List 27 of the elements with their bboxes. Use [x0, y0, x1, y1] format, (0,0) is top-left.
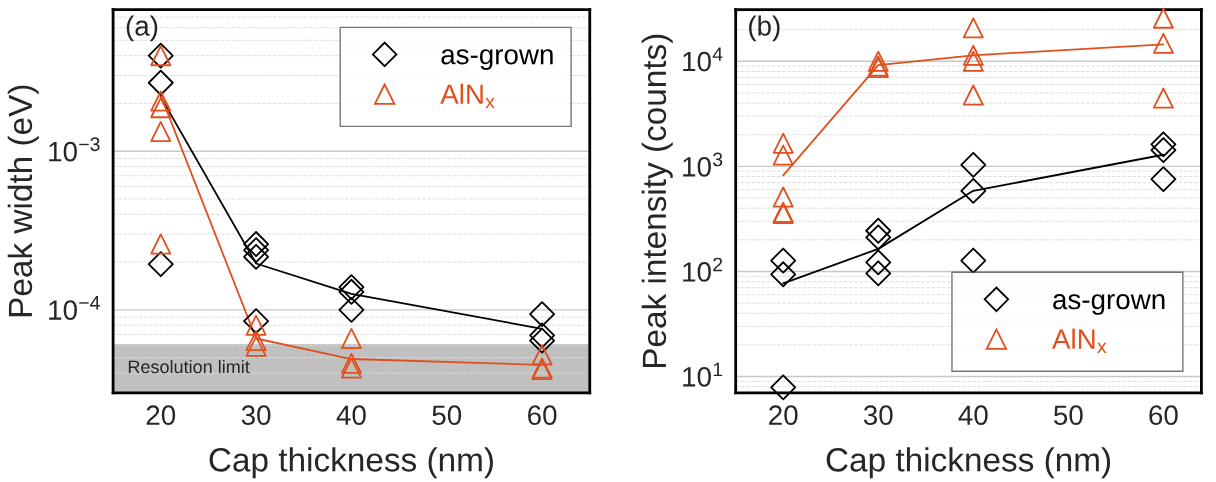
y-axis-title: Peak width (eV): [7, 85, 39, 317]
band-label: Resolution limit: [128, 359, 250, 374]
y-tick-label: 10$^{1}$: [683, 362, 723, 387]
y-tick-label: 10$^{3}$: [683, 152, 723, 177]
x-tick-label: 30: [863, 405, 893, 426]
legend-label: as-grown: [441, 49, 553, 70]
x-axis-title: Cap thickness (nm): [826, 447, 1111, 479]
x-tick-label: 40: [336, 405, 366, 426]
y-tick-label: 10$^{−4}$: [49, 296, 100, 320]
y-tick-label: 10$^{4}$: [683, 47, 723, 72]
x-tick-label: 20: [146, 405, 176, 426]
x-axis-title: Cap thickness (nm): [209, 447, 493, 479]
x-tick-label: 20: [769, 405, 798, 426]
legend-label: AlN$_{x}$: [1052, 328, 1107, 354]
legend-label: AlN$_{x}$: [440, 83, 495, 109]
annotation: (a): [126, 15, 158, 42]
y-axis-title: Peak intensity (counts): [641, 34, 673, 368]
y-tick-label: 10$^{2}$: [683, 257, 723, 282]
x-tick-label: 50: [432, 405, 462, 426]
x-tick-label: 30: [241, 405, 271, 426]
y-tick-label: 10$^{−3}$: [49, 137, 100, 162]
annotation: (b): [749, 15, 780, 42]
x-tick-label: 60: [1149, 405, 1178, 426]
legend-label: as-grown: [1053, 294, 1165, 315]
x-tick-label: 50: [1054, 405, 1083, 426]
x-tick-label: 40: [958, 405, 988, 426]
x-tick-label: 60: [528, 405, 557, 426]
